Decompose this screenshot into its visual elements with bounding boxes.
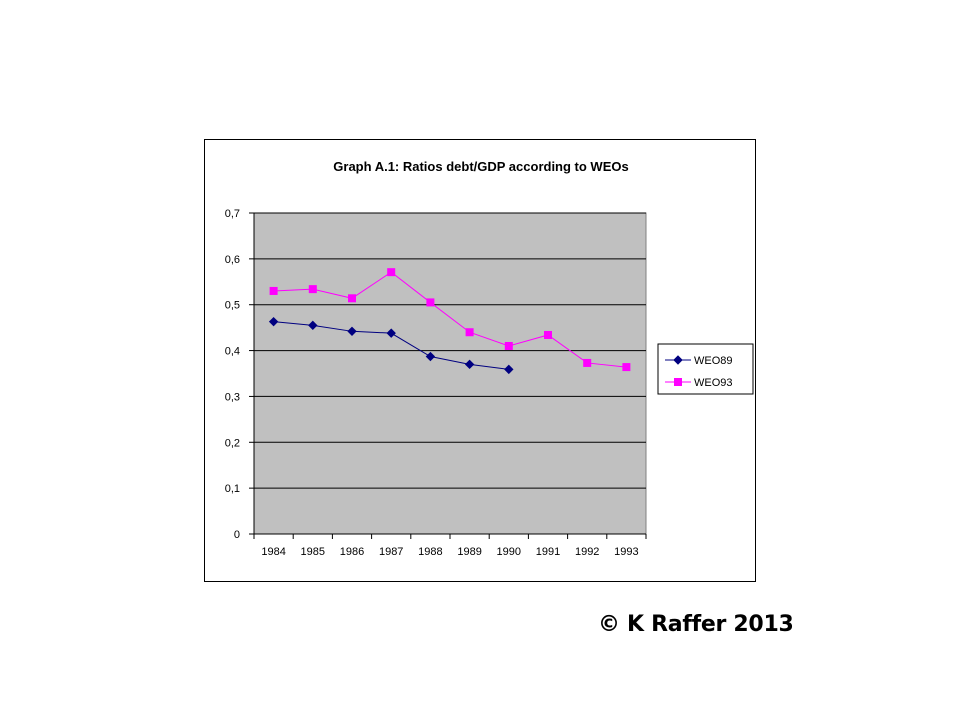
data-point-weo93 — [465, 328, 474, 337]
x-tick-label: 1993 — [614, 546, 638, 558]
series-line-weo93 — [273, 271, 627, 368]
x-tick-label: 1987 — [379, 546, 403, 558]
legend-label-weo89: WEO89 — [694, 355, 733, 367]
y-tick-label: 0,1 — [225, 483, 240, 495]
data-point-weo93 — [348, 294, 356, 303]
data-point-weo89 — [308, 320, 318, 331]
x-tick-label: 1992 — [575, 546, 599, 558]
x-tick-label: 1989 — [457, 546, 481, 558]
x-tick-label: 1986 — [340, 546, 364, 558]
copyright-text: © K Raffer 2013 — [598, 612, 794, 637]
legend-label-weo93: WEO93 — [694, 377, 733, 389]
y-tick-label: 0,2 — [225, 437, 240, 449]
y-tick-label: 0,7 — [225, 208, 240, 220]
chart-title: Graph A.1: Ratios debt/GDP according to … — [333, 159, 628, 174]
data-point-weo93 — [269, 286, 278, 295]
legend-marker-weo93 — [674, 378, 682, 386]
data-point-weo89 — [347, 326, 357, 337]
data-point-weo89 — [386, 328, 396, 338]
y-tick-label: 0,6 — [225, 254, 240, 266]
data-point-weo89 — [268, 316, 279, 327]
legend-marker-weo89 — [673, 355, 683, 365]
data-point-weo93 — [583, 358, 592, 367]
x-tick-label: 1988 — [418, 546, 442, 558]
x-tick-label: 1990 — [497, 546, 521, 558]
data-point-weo89 — [464, 359, 475, 370]
data-point-weo93 — [387, 268, 396, 277]
data-point-weo93 — [308, 285, 317, 294]
data-point-weo89 — [504, 364, 514, 375]
data-point-weo93 — [426, 298, 435, 307]
legend-box — [657, 343, 754, 395]
x-tick-label: 1984 — [261, 546, 285, 558]
y-tick-label: 0,5 — [225, 300, 240, 312]
x-tick-label: 1985 — [301, 546, 325, 558]
y-tick-label: 0,4 — [225, 346, 240, 358]
y-tick-label: 0,3 — [225, 391, 240, 403]
data-point-weo93 — [504, 341, 513, 350]
chart-svg: Graph A.1: Ratios debt/GDP according to … — [225, 159, 754, 558]
data-point-weo93 — [544, 330, 552, 339]
y-tick-label: 0 — [234, 529, 240, 541]
data-point-weo89 — [425, 351, 436, 362]
x-tick-label: 1991 — [536, 546, 560, 558]
chart-area: Graph A.1: Ratios debt/GDP according to … — [204, 139, 756, 582]
data-point-weo93 — [622, 363, 631, 372]
plot-background — [253, 212, 647, 535]
